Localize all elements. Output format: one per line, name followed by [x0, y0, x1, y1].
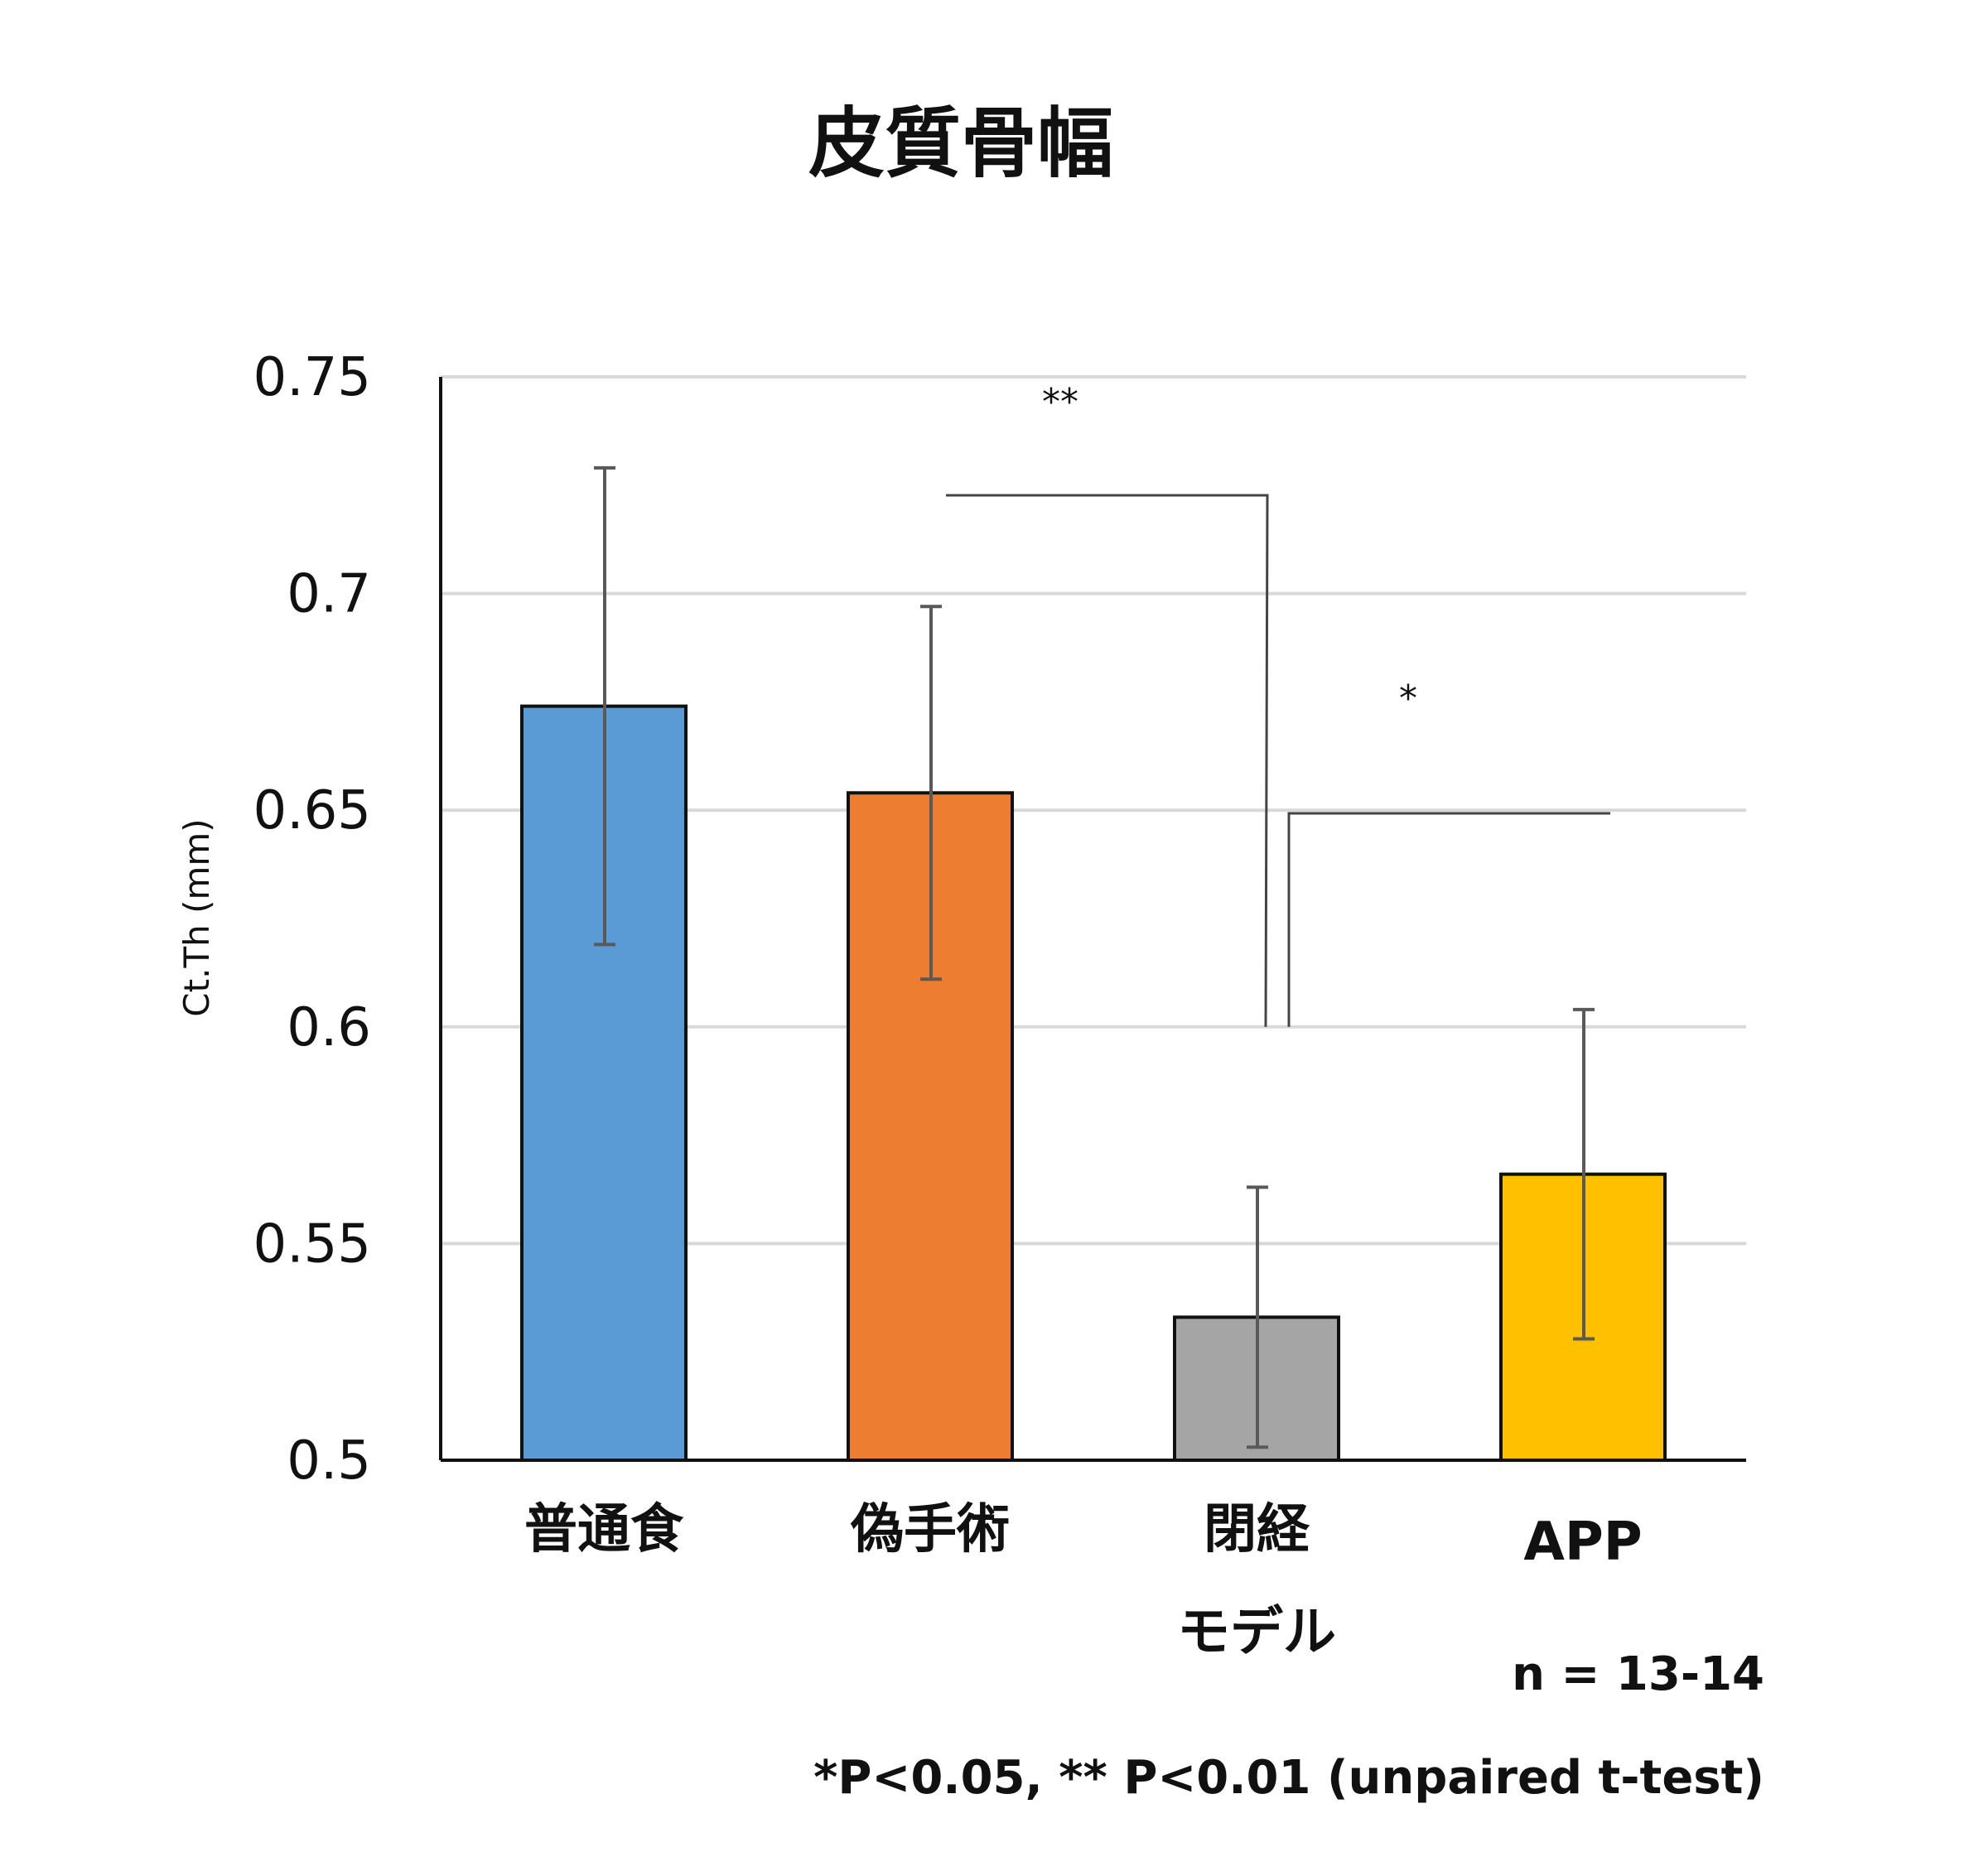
y-tick-label: 0.65 [253, 780, 372, 842]
significance-label: * [1399, 678, 1417, 720]
category-label-line: 閉経 [1204, 1499, 1310, 1560]
error-bar [1573, 1007, 1595, 1341]
category-label-line: 偽手術 [850, 1499, 1010, 1560]
category-label: APP [1523, 1512, 1642, 1573]
y-tick-label: 0.75 [253, 347, 372, 408]
error-bar [920, 605, 942, 981]
y-tick-label: 0.5 [287, 1430, 371, 1492]
category-labels: 普通食 偽手術 閉経モデル APP [524, 1499, 1643, 1663]
category-label: 閉経モデル [1177, 1499, 1336, 1663]
y-tick-label: 0.7 [287, 564, 371, 625]
chart-title: 皮質骨幅 [808, 99, 1113, 188]
y-axis-label: Ct.Th (mm) [176, 818, 217, 1016]
bracket-line [1287, 812, 1610, 1027]
bars [520, 704, 1667, 1462]
significance-brackets: *** [946, 381, 1610, 1027]
bracket-line [946, 494, 1269, 1027]
category-label: 偽手術 [850, 1499, 1010, 1560]
error-bars [594, 465, 1595, 1449]
category-label-line: モデル [1177, 1602, 1336, 1663]
category-label-line: 普通食 [524, 1499, 684, 1560]
y-tick-label: 0.6 [287, 997, 371, 1059]
error-bar [594, 465, 615, 947]
sample-size-note: n = 13-14 [1512, 1647, 1764, 1701]
y-tick-labels: 0.5 0.55 0.6 0.65 0.7 0.75 [253, 347, 372, 1492]
category-label: 普通食 [524, 1499, 684, 1560]
significance-bracket: * [1287, 678, 1610, 1027]
p-value-note: *P<0.05, ** P<0.01 (unpaired t-test) [813, 1751, 1764, 1805]
axes [439, 377, 1746, 1462]
error-bar [1247, 1185, 1268, 1449]
y-tick-label: 0.55 [253, 1213, 372, 1275]
category-label-line: APP [1523, 1512, 1642, 1573]
significance-bracket: ** [946, 381, 1269, 1027]
significance-label: ** [1042, 381, 1078, 423]
